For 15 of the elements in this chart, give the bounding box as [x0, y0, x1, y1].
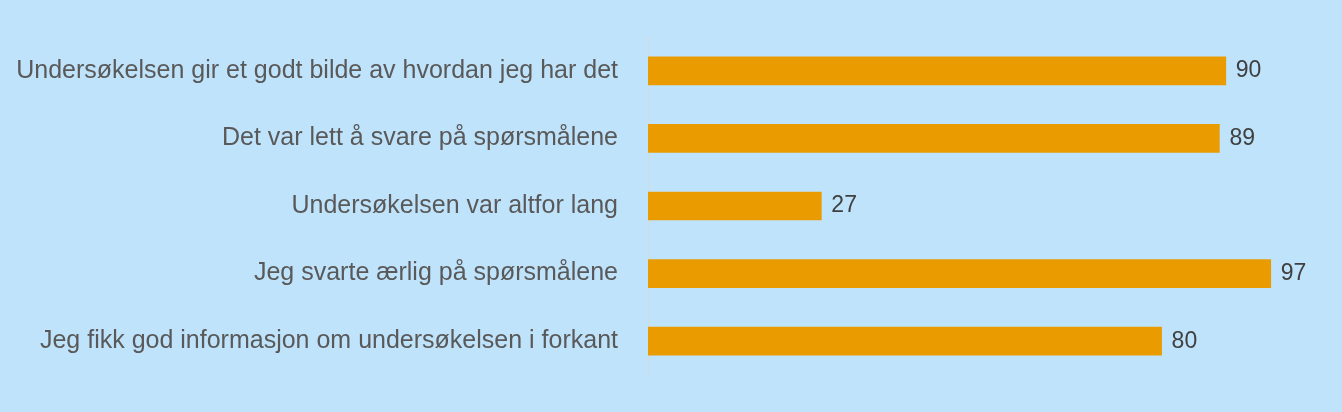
bar: [648, 259, 1272, 288]
bar: [648, 326, 1162, 356]
y-tick-label: Jeg svarte ærlig på spørsmålene: [253, 257, 618, 286]
bar: [648, 191, 822, 221]
y-tick-label: Det var lett å svare på spørsmålene: [222, 122, 618, 151]
bar: [648, 124, 1220, 153]
y-tick-label: Undersøkelsen var altfor lang: [291, 189, 618, 218]
data-label: 89: [1229, 123, 1255, 150]
bar: [648, 56, 1227, 86]
y-tick-label: Jeg fikk god informasjon om undersøkelsen i forkant: [39, 325, 619, 354]
y-tick-label: Undersøkelsen gir et godt bilde av hvordan jeg har det: [16, 54, 619, 83]
data-label: 80: [1171, 326, 1198, 353]
data-label: 97: [1280, 258, 1307, 285]
data-label: 27: [831, 191, 857, 218]
data-label: 90: [1235, 56, 1262, 83]
